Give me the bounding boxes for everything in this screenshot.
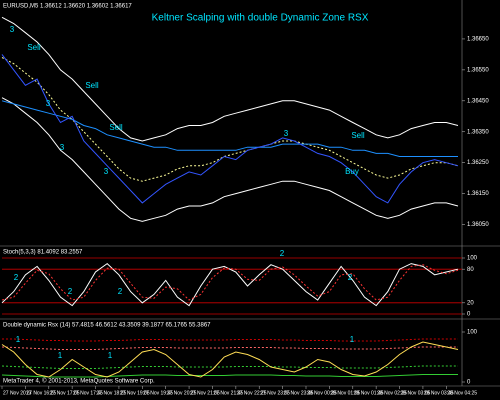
x-tick-label: 27 Nov 23:45 bbox=[284, 390, 314, 396]
annotation: 3 bbox=[104, 167, 109, 176]
x-tick-label: 27 Nov 20:25 bbox=[167, 390, 197, 396]
x-tick-label: 27 Nov 19:05 bbox=[120, 390, 150, 396]
x-tick-label: 27 Nov 18:25 bbox=[97, 390, 127, 396]
x-tick-label: 27 Nov 2013 bbox=[3, 390, 32, 396]
annotation: 2 bbox=[14, 273, 19, 282]
y-tick-label: 0 bbox=[467, 312, 471, 318]
x-tick-label: 27 Nov 23:05 bbox=[260, 390, 290, 396]
annotation: 2 bbox=[68, 287, 73, 296]
x-tick-label: 27 Nov 17:45 bbox=[73, 390, 103, 396]
y-tick-label: 20 bbox=[467, 300, 474, 306]
x-tick-label: 27 Nov 19:45 bbox=[143, 390, 173, 396]
y-tick-label: 1.36450 bbox=[467, 98, 489, 104]
y-tick-label: 1.36250 bbox=[467, 160, 489, 166]
y-tick-label: 1.36550 bbox=[467, 67, 489, 73]
x-tick-label: 28 Nov 01:45 bbox=[354, 390, 384, 396]
x-tick-label: 27 Nov 21:45 bbox=[213, 390, 243, 396]
series-line bbox=[1, 16, 459, 142]
x-tick-label: 27 Nov 16:25 bbox=[26, 390, 56, 396]
annotation: 3 bbox=[46, 99, 51, 108]
series-line bbox=[1, 346, 458, 350]
y-tick-label: 100 bbox=[467, 256, 478, 262]
series-line bbox=[1, 100, 458, 157]
annotation: 1 bbox=[58, 351, 63, 360]
y-tick-label: 0 bbox=[467, 380, 471, 386]
series-line bbox=[1, 264, 459, 301]
x-tick-label: 28 Nov 00:25 bbox=[307, 390, 337, 396]
x-tick-label: 28 Nov 01:05 bbox=[330, 390, 360, 396]
x-tick-label: 28 Nov 03:05 bbox=[401, 390, 431, 396]
y-tick-label: 100 bbox=[467, 330, 478, 336]
series-line bbox=[2, 338, 458, 342]
y-tick-label: 80 bbox=[467, 267, 474, 273]
y-tick-label: 1.36150 bbox=[467, 191, 489, 197]
x-tick-label: 28 Nov 03:45 bbox=[424, 390, 454, 396]
footer: MetaTrader 4, © 2001-2013, MetaQuotes So… bbox=[3, 378, 155, 385]
panel-title: Stoch(5,3,3) 81.4092 83.2557 bbox=[3, 250, 83, 256]
x-tick-label: 27 Nov 17:05 bbox=[50, 390, 80, 396]
annotation: 1 bbox=[108, 351, 113, 360]
series-line bbox=[1, 97, 459, 222]
annotation: 3 bbox=[60, 143, 65, 152]
x-tick-label: 28 Nov 02:25 bbox=[377, 390, 407, 396]
y-tick-label: 1.36050 bbox=[467, 222, 489, 228]
annotation: 1 bbox=[16, 335, 21, 344]
annotation: 1 bbox=[350, 335, 355, 344]
annotation: 2 bbox=[280, 249, 285, 258]
series-line bbox=[1, 374, 458, 378]
annotation: Sell bbox=[27, 43, 41, 52]
x-tick-label: 27 Nov 21:05 bbox=[190, 390, 220, 396]
chart-title: Keltner Scalping with double Dynamic Zon… bbox=[152, 13, 369, 24]
annotation: 2 bbox=[118, 287, 123, 296]
y-tick-label: 1.36650 bbox=[467, 37, 489, 43]
symbol-info: EURUSD,M5 1.36612 1.36620 1.36602 1.3661… bbox=[3, 4, 132, 10]
annotation: 3 bbox=[10, 25, 15, 34]
annotation: 2 bbox=[348, 273, 353, 282]
annotation: Buy bbox=[345, 167, 359, 176]
annotation: Sell bbox=[351, 131, 365, 140]
annotation: Sell bbox=[85, 81, 99, 90]
y-tick-label: 1.36350 bbox=[467, 129, 489, 135]
x-tick-label: 27 Nov 22:25 bbox=[237, 390, 267, 396]
annotation: Sell bbox=[109, 123, 123, 132]
series-line bbox=[1, 54, 459, 204]
annotation: 3 bbox=[284, 129, 289, 138]
x-tick-label: 28 Nov 04:25 bbox=[447, 390, 477, 396]
panel-title: Double dynamic Rsx (14) 57.4815 46.5612 … bbox=[3, 323, 211, 329]
series-line bbox=[1, 341, 459, 378]
